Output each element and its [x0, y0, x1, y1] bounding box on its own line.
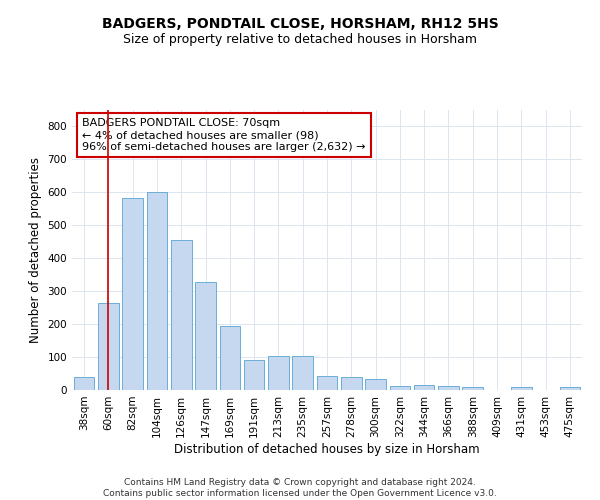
Bar: [220, 326, 240, 390]
Bar: [365, 379, 386, 390]
Text: Size of property relative to detached houses in Horsham: Size of property relative to detached ho…: [123, 32, 477, 46]
Bar: [268, 356, 289, 390]
Text: Contains HM Land Registry data © Crown copyright and database right 2024.
Contai: Contains HM Land Registry data © Crown c…: [103, 478, 497, 498]
Bar: [560, 388, 580, 390]
Bar: [122, 198, 143, 390]
Bar: [146, 192, 167, 390]
Y-axis label: Number of detached properties: Number of detached properties: [29, 157, 42, 343]
Bar: [438, 386, 459, 390]
Bar: [292, 356, 313, 390]
Bar: [244, 360, 265, 390]
Bar: [171, 240, 191, 390]
Bar: [463, 386, 483, 390]
Bar: [511, 388, 532, 390]
Text: BADGERS PONDTAIL CLOSE: 70sqm
← 4% of detached houses are smaller (98)
96% of se: BADGERS PONDTAIL CLOSE: 70sqm ← 4% of de…: [82, 118, 366, 152]
Bar: [317, 376, 337, 390]
Text: BADGERS, PONDTAIL CLOSE, HORSHAM, RH12 5HS: BADGERS, PONDTAIL CLOSE, HORSHAM, RH12 5…: [101, 18, 499, 32]
Bar: [195, 282, 216, 390]
Bar: [414, 384, 434, 390]
Bar: [341, 378, 362, 390]
X-axis label: Distribution of detached houses by size in Horsham: Distribution of detached houses by size …: [174, 442, 480, 456]
Bar: [74, 377, 94, 390]
Bar: [98, 302, 119, 390]
Bar: [389, 386, 410, 390]
